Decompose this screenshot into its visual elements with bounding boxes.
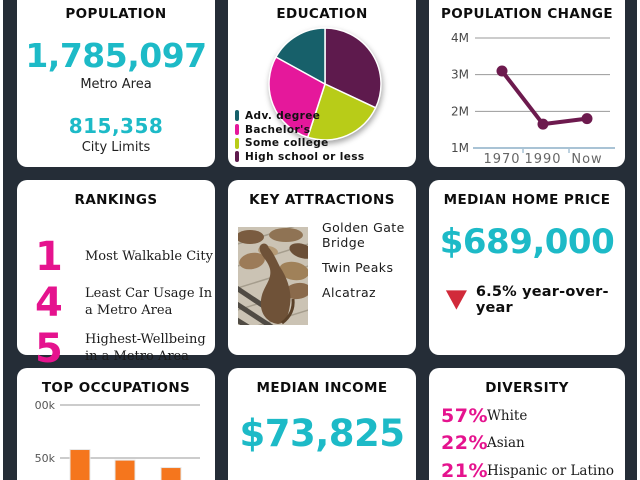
- down-trend-arrow-icon: [445, 290, 467, 310]
- diversity-label: Asian: [487, 435, 525, 452]
- ranking-number: 5: [35, 326, 63, 372]
- diversity-item: 22% Asian: [441, 430, 625, 458]
- rankings-card: RANKINGS 1 Most Walkable City 4 Least Ca…: [17, 180, 215, 369]
- ranking-item: 1 Most Walkable City: [35, 234, 215, 280]
- population-title: POPULATION: [65, 6, 167, 22]
- metro-population-value: 1,785,097: [25, 36, 207, 75]
- ranking-number: 4: [35, 280, 63, 326]
- education-title: EDUCATION: [276, 6, 368, 22]
- legend-item: High school or less: [235, 150, 365, 164]
- diversity-item: 57% White: [441, 402, 625, 430]
- home-price-value: $689,000: [439, 222, 615, 262]
- svg-text:1970: 1970: [483, 152, 520, 167]
- metro-population-label: Metro Area: [80, 77, 152, 92]
- svg-text:2M: 2M: [451, 104, 469, 118]
- ranking-label: Least Car Usage In a Metro Area: [85, 286, 213, 318]
- legend-color-marker: [235, 137, 239, 149]
- home-price-title: MEDIAN HOME PRICE: [443, 192, 611, 208]
- income-card: MEDIAN INCOME $73,825: [228, 368, 416, 480]
- education-legend: Adv. degree Bachelor's Some college High sc…: [235, 109, 365, 164]
- diversity-percent: 21%: [441, 459, 488, 480]
- city-population-value: 815,358: [68, 114, 164, 138]
- population-change-title: POPULATION CHANGE: [441, 6, 613, 22]
- svg-text:1M: 1M: [451, 141, 469, 155]
- ranking-label: Highest-Wellbeing in a Metro Area: [85, 332, 206, 364]
- svg-text:4M: 4M: [451, 31, 469, 45]
- svg-text:3M: 3M: [451, 68, 469, 82]
- attractions-list: Golden Gate Bridge Twin Peaks Alcatraz: [322, 220, 408, 310]
- rankings-list: 1 Most Walkable City 4 Least Car Usage I…: [17, 208, 215, 372]
- occupations-title: TOP OCCUPATIONS: [41, 380, 191, 396]
- income-value: $73,825: [239, 412, 405, 455]
- diversity-percent: 57%: [441, 404, 488, 427]
- home-price-trend: 6.5% year-over-year: [445, 284, 625, 316]
- legend-label: High school or less: [245, 150, 365, 163]
- education-card: EDUCATION Adv. degree Bachelor's Some coll…: [228, 0, 416, 167]
- education-pie-chart: [268, 27, 382, 141]
- attraction-item: Golden Gate Bridge: [322, 220, 405, 250]
- legend-color-marker: [235, 124, 239, 136]
- diversity-percent: 22%: [441, 432, 488, 455]
- legend-color-marker: [235, 110, 239, 122]
- sea-lions-photo: [238, 227, 308, 325]
- occupations-bar-chart: 00k 50k: [35, 399, 200, 480]
- attraction-item: Alcatraz: [322, 285, 377, 300]
- ranking-number: 1: [35, 234, 63, 280]
- home-price-trend-text: 6.5% year-over-year: [475, 284, 609, 316]
- svg-text:00k: 00k: [35, 399, 56, 412]
- home-price-card: MEDIAN HOME PRICE $689,000 6.5% year-ove…: [429, 180, 625, 355]
- legend-label: Adv. degree: [245, 109, 321, 122]
- legend-label: Some college: [245, 137, 329, 150]
- diversity-item: 21% Hispanic or Latino: [441, 457, 625, 480]
- ranking-label: Most Walkable City: [85, 248, 213, 264]
- svg-text:Now: Now: [571, 152, 602, 167]
- legend-item: Bachelor's: [235, 123, 365, 137]
- population-card: POPULATION 1,785,097 Metro Area 815,358 …: [17, 0, 215, 167]
- diversity-card: DIVERSITY 57% White 22% Asian 21% Hispan…: [429, 368, 625, 480]
- legend-color-marker: [235, 151, 239, 163]
- population-change-line-chart: 1M 2M 3M 4M 1970 1990 Now: [451, 31, 615, 167]
- legend-item: Adv. degree: [235, 109, 365, 123]
- diversity-label: White: [487, 407, 528, 424]
- rankings-title: RANKINGS: [74, 192, 158, 208]
- svg-text:1990: 1990: [524, 152, 561, 167]
- attraction-item: Twin Peaks: [322, 260, 394, 275]
- income-title: MEDIAN INCOME: [256, 380, 388, 396]
- diversity-list: 57% White 22% Asian 21% Hispanic or Lati…: [429, 396, 625, 480]
- population-change-card: POPULATION CHANGE 1M 2M 3M 4M 1970 1990 Now: [429, 0, 625, 167]
- ranking-item: 5 Highest-Wellbeing in a Metro Area: [35, 326, 215, 372]
- attractions-title: KEY ATTRACTIONS: [249, 192, 395, 208]
- diversity-title: DIVERSITY: [485, 380, 569, 396]
- attractions-card: KEY ATTRACTIONS: [228, 180, 416, 355]
- occupations-card: TOP OCCUPATIONS 00k 50k: [17, 368, 215, 480]
- ranking-item: 4 Least Car Usage In a Metro Area: [35, 280, 215, 326]
- city-population-label: City Limits: [81, 140, 151, 155]
- legend-item: Some college: [235, 136, 365, 150]
- svg-text:50k: 50k: [35, 452, 56, 465]
- diversity-label: Hispanic or Latino: [487, 462, 615, 479]
- legend-label: Bachelor's: [245, 123, 311, 136]
